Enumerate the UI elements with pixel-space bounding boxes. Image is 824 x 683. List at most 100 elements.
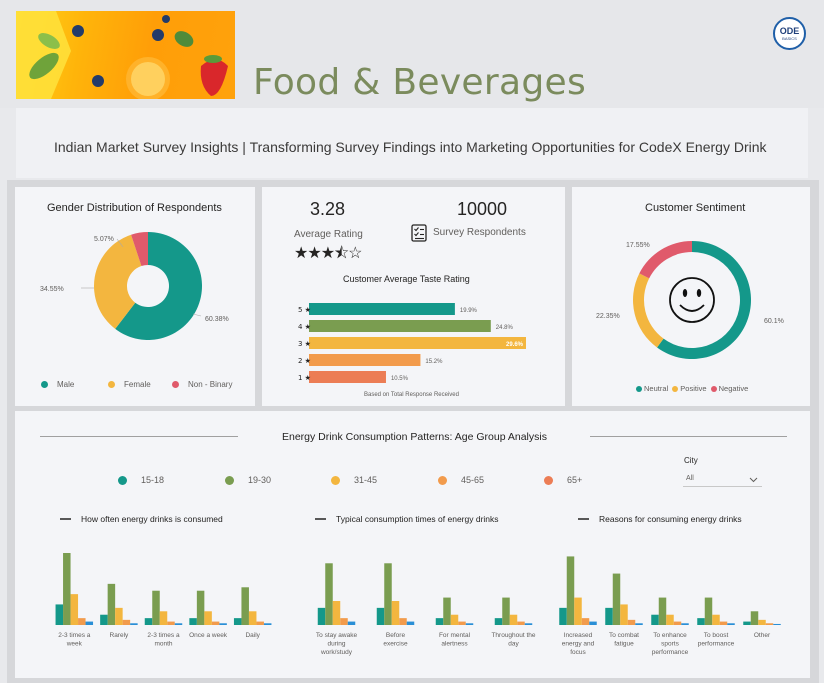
age-bar[interactable] xyxy=(211,621,220,625)
legend-age-15-18[interactable]: 15-18 xyxy=(118,475,164,486)
rating-bar[interactable] xyxy=(309,371,386,383)
legend-age-19-30[interactable]: 19-30 xyxy=(225,475,271,486)
sentiment-legend[interactable]: Neutral Positive Negative xyxy=(636,384,748,393)
age-bar[interactable] xyxy=(658,597,667,625)
age-bar[interactable] xyxy=(651,614,659,625)
legend-age-45-65[interactable]: 45-65 xyxy=(438,475,484,486)
rating-bar[interactable] xyxy=(309,303,455,315)
age-bar[interactable] xyxy=(743,621,751,625)
age-bar[interactable] xyxy=(758,619,766,625)
age-bar[interactable] xyxy=(167,621,175,625)
age-bar[interactable] xyxy=(159,611,168,625)
slice-nonbinary[interactable] xyxy=(131,232,148,267)
legend-nonbinary[interactable]: Non - Binary xyxy=(172,380,232,389)
age-bar[interactable] xyxy=(697,618,705,625)
age-bar[interactable] xyxy=(704,597,713,625)
age-bar[interactable] xyxy=(581,618,590,625)
age-bar[interactable] xyxy=(765,623,774,625)
age-bar[interactable] xyxy=(673,621,682,625)
age-bar[interactable] xyxy=(196,590,205,625)
age-bar[interactable] xyxy=(78,618,86,625)
legend-female[interactable]: Female xyxy=(108,380,151,389)
age-bar[interactable] xyxy=(130,623,138,625)
age-bar[interactable] xyxy=(256,621,264,625)
sentiment-card[interactable]: Customer Sentiment 60.1% 22.35% 17.55% Neu… xyxy=(572,187,810,406)
age-bar[interactable] xyxy=(325,563,333,625)
age-bar[interactable] xyxy=(559,607,567,625)
taste-rating-bar-chart[interactable]: 5 ★ 19.9% 4 ★ 24.8% 3 ★ 29.6% 2 ★ 15.2% 1 ★ 10.5% xyxy=(262,187,565,406)
city-filter-dropdown[interactable]: All xyxy=(683,471,762,487)
age-group-bar-charts[interactable]: How often energy drinks is consumed 2-3 t… xyxy=(15,411,810,678)
age-bar[interactable] xyxy=(332,601,341,625)
age-bar[interactable] xyxy=(263,623,272,625)
age-bar[interactable] xyxy=(509,614,518,625)
age-bar[interactable] xyxy=(524,623,533,625)
age-bar[interactable] xyxy=(85,621,94,625)
age-bar[interactable] xyxy=(100,614,108,625)
age-bar[interactable] xyxy=(399,618,407,625)
age-bar[interactable] xyxy=(63,553,71,625)
age-bar[interactable] xyxy=(144,618,153,625)
age-bar[interactable] xyxy=(494,618,503,625)
age-group-card[interactable]: Energy Drink Consumption Patterns: Age G… xyxy=(15,411,810,678)
age-bar[interactable] xyxy=(627,619,636,625)
slice-male[interactable] xyxy=(115,232,202,340)
age-bar[interactable] xyxy=(347,621,356,625)
legend-age-31-45[interactable]: 31-45 xyxy=(331,475,377,486)
age-bar[interactable] xyxy=(189,618,197,625)
age-bar[interactable] xyxy=(574,597,582,625)
age-bar[interactable] xyxy=(635,623,643,625)
age-bar[interactable] xyxy=(620,604,628,625)
age-bar[interactable] xyxy=(70,594,79,625)
age-bar[interactable] xyxy=(340,618,348,625)
age-bar[interactable] xyxy=(174,623,183,625)
age-bar[interactable] xyxy=(406,621,415,625)
age-bar[interactable] xyxy=(517,621,525,625)
age-bar[interactable] xyxy=(55,604,64,625)
age-bar[interactable] xyxy=(605,607,613,625)
age-bar[interactable] xyxy=(450,614,459,625)
gender-distribution-card[interactable]: Gender Distribution of Respondents 60.38… xyxy=(15,187,255,406)
legend-male[interactable]: Male xyxy=(41,380,74,389)
age-bar[interactable] xyxy=(465,623,474,625)
slice-positive[interactable] xyxy=(633,273,664,348)
slice-female[interactable] xyxy=(94,234,142,329)
rating-bar[interactable] xyxy=(309,320,491,332)
age-bar[interactable] xyxy=(233,618,242,625)
age-bar[interactable] xyxy=(248,611,257,625)
age-bar[interactable] xyxy=(384,563,392,625)
rating-bar[interactable] xyxy=(309,354,421,366)
age-bar[interactable] xyxy=(122,619,131,625)
age-bar[interactable] xyxy=(666,614,674,625)
age-bar[interactable] xyxy=(376,607,385,625)
age-bar[interactable] xyxy=(612,573,621,625)
rating-bar[interactable] xyxy=(309,337,526,349)
age-bar[interactable] xyxy=(204,611,212,625)
age-bar[interactable] xyxy=(719,621,728,625)
age-bar[interactable] xyxy=(241,587,249,625)
rating-card[interactable]: 3.28 Average Rating ★★★⯪☆ 10000 Survey R… xyxy=(262,187,565,406)
gender-donut-chart[interactable]: 60.38% 34.55% 5.07% xyxy=(15,187,255,406)
age-bar[interactable] xyxy=(317,607,326,625)
sentiment-donut-chart[interactable]: 60.1% 22.35% 17.55% xyxy=(572,187,810,406)
age-bar[interactable] xyxy=(727,623,735,625)
age-bar[interactable] xyxy=(502,597,510,625)
age-bar[interactable] xyxy=(750,611,759,625)
age-bar[interactable] xyxy=(107,583,116,625)
age-bar[interactable] xyxy=(712,614,720,625)
slice-neutral[interactable] xyxy=(657,241,751,359)
age-bar[interactable] xyxy=(152,590,160,625)
slice-negative[interactable] xyxy=(639,241,692,279)
age-bar[interactable] xyxy=(219,623,227,625)
age-bar[interactable] xyxy=(566,556,575,625)
age-bar[interactable] xyxy=(435,618,444,625)
age-bar[interactable] xyxy=(589,621,597,625)
age-bar[interactable] xyxy=(458,621,466,625)
age-bar[interactable] xyxy=(443,597,451,625)
age-bar[interactable] xyxy=(773,623,781,625)
age-bar[interactable] xyxy=(391,601,400,625)
age-bar[interactable] xyxy=(681,623,689,625)
legend-age-65+[interactable]: 65+ xyxy=(544,475,582,486)
age-bar[interactable] xyxy=(115,607,123,625)
respondents-value: 10000 xyxy=(457,199,508,219)
